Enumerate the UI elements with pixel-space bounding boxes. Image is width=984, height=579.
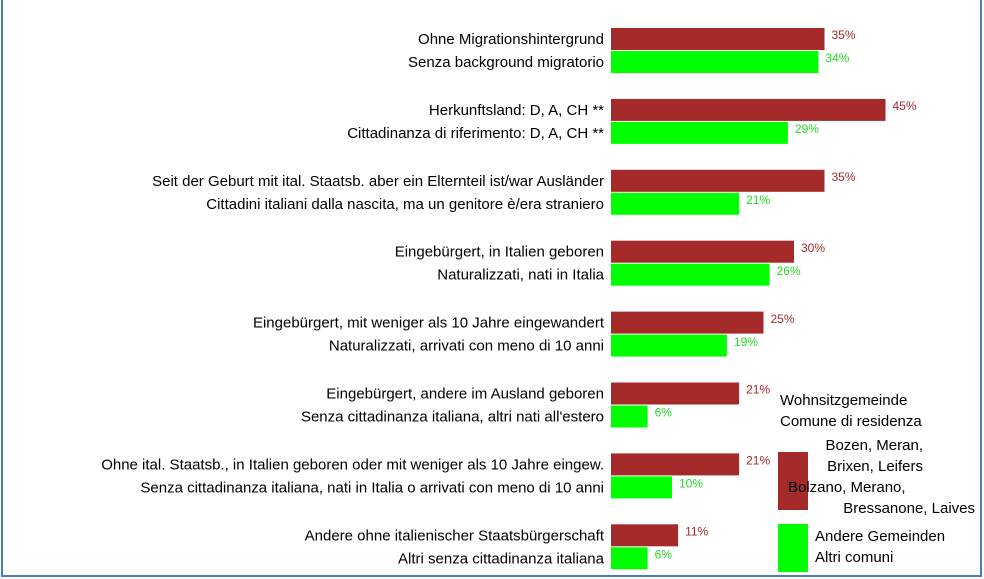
category-label: Senza cittadinanza italiana, nati in Ita… — [140, 479, 604, 496]
legend-swatch — [778, 524, 808, 572]
category-label: Eingebürgert, andere im Ausland geboren — [326, 385, 604, 402]
value-label: 35% — [832, 28, 856, 42]
value-label: 11% — [685, 524, 708, 538]
value-label: 30% — [801, 241, 825, 255]
bar — [611, 405, 648, 428]
value-label: 45% — [893, 99, 917, 113]
legend-label: Andere Gemeinden — [815, 528, 945, 545]
category-label: Herkunftsland: D, A, CH ** — [429, 102, 604, 119]
category-label: Eingebürgert, in Italien geboren — [395, 244, 604, 261]
legend-label: Brixen, Leifers — [827, 458, 923, 475]
bar — [611, 453, 740, 476]
bar — [611, 334, 727, 357]
bar — [611, 51, 819, 73]
bar — [611, 476, 672, 499]
bar — [611, 240, 794, 263]
legend-label: Bolzano, Merano, — [788, 479, 906, 496]
category-label: Altri senza cittadinanza italiana — [398, 550, 605, 567]
bar — [611, 547, 648, 570]
value-label: 21% — [746, 383, 770, 397]
category-label: Ohne ital. Staatsb., in Italien geboren … — [101, 456, 604, 473]
category-label: Cittadini italiani dalla nascita, ma un … — [206, 196, 604, 213]
legend-label: Bozen, Meran, — [825, 437, 923, 454]
value-label: 26% — [777, 264, 801, 278]
bar — [611, 121, 788, 144]
value-label: 6% — [655, 406, 673, 420]
legend-title: Wohnsitzgemeinde — [780, 392, 907, 409]
value-label: 10% — [679, 477, 703, 491]
value-label: 19% — [734, 335, 758, 349]
category-label: Andere ohne italienischer Staatsbürgersc… — [305, 527, 605, 544]
category-label: Senza cittadinanza italiana, altri nati … — [301, 408, 604, 425]
value-label: 21% — [746, 193, 770, 207]
category-label: Ohne Migrationshintergrund — [418, 31, 604, 48]
value-label: 25% — [771, 312, 795, 326]
category-label: Cittadinanza di riferimento: D, A, CH ** — [347, 125, 604, 142]
value-label: 21% — [746, 454, 770, 468]
bar — [611, 192, 740, 215]
category-label: Naturalizzati, nati in Italia — [437, 267, 604, 284]
bar — [611, 263, 770, 286]
legend-title: Comune di residenza — [780, 413, 922, 430]
bar — [611, 311, 764, 334]
bar — [611, 169, 825, 192]
category-label: Eingebürgert, mit weniger als 10 Jahre e… — [253, 315, 605, 332]
legend-label: Altri comuni — [815, 549, 893, 566]
bar — [611, 524, 679, 547]
value-label: 35% — [832, 170, 856, 184]
legend-label: Bressanone, Laives — [843, 500, 975, 517]
category-label: Seit der Geburt mit ital. Staatsb. aber … — [152, 173, 604, 190]
value-label: 29% — [795, 122, 819, 136]
value-label: 34% — [825, 51, 849, 65]
legend-swatch — [778, 452, 808, 510]
value-label: 6% — [655, 547, 673, 561]
bar — [611, 98, 886, 121]
category-label: Senza background migratorio — [408, 54, 604, 71]
category-label: Naturalizzati, arrivati con meno di 10 a… — [329, 338, 604, 355]
bar — [611, 382, 740, 405]
bar — [611, 28, 825, 50]
